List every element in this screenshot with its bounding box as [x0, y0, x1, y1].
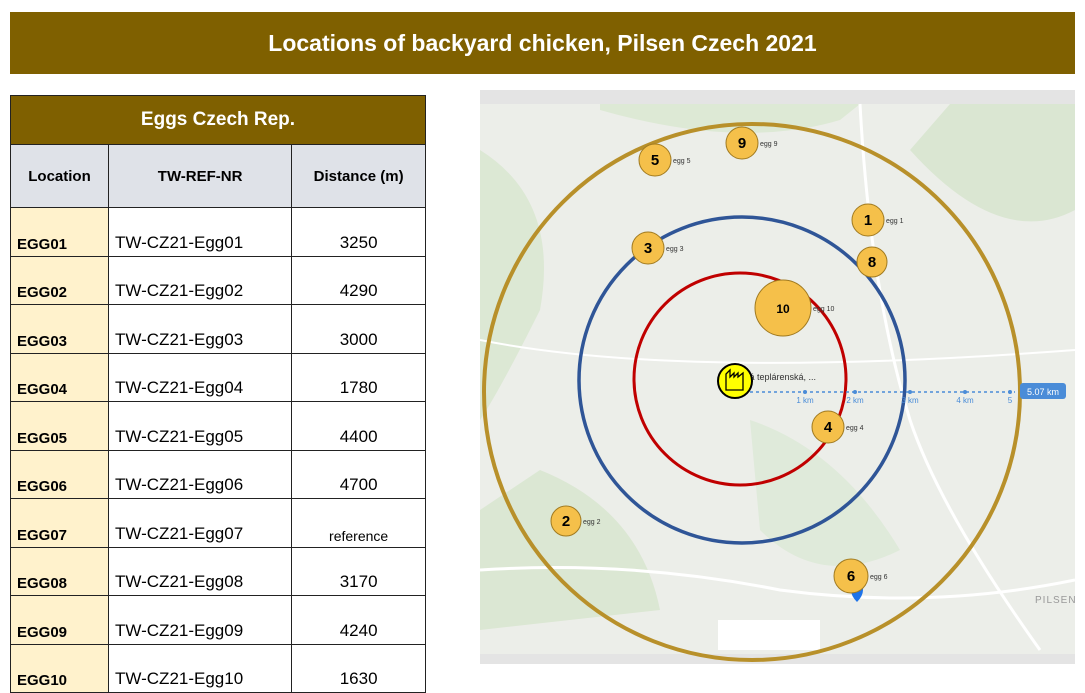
marker-number: 2: [562, 513, 570, 530]
table-cell: EGG01: [11, 208, 109, 257]
title-bar: Locations of backyard chicken, Pilsen Cz…: [10, 12, 1075, 74]
table-cell: EGG02: [11, 256, 109, 305]
marker-label: egg 9: [760, 141, 778, 148]
scale-label: 2 km: [846, 396, 864, 405]
table-cell: 4240: [292, 596, 426, 645]
table-cell: 3170: [292, 547, 426, 596]
scale-label: 3 km: [901, 396, 919, 405]
marker-label: egg 1: [886, 218, 904, 225]
column-header: Distance (m): [292, 145, 426, 208]
table-cell: TW-CZ21-Egg03: [109, 305, 292, 354]
marker-label: egg 10: [813, 306, 835, 313]
table-cell: 1780: [292, 353, 426, 402]
scale-tick: [963, 390, 967, 394]
map-blank-box: [718, 620, 820, 650]
table-cell: TW-CZ21-Egg02: [109, 256, 292, 305]
table-cell: EGG08: [11, 547, 109, 596]
table-cell: TW-CZ21-Egg01: [109, 208, 292, 257]
table-cell: EGG09: [11, 596, 109, 645]
table-cell: EGG05: [11, 402, 109, 451]
marker-number: 4: [824, 419, 833, 436]
column-header: TW-REF-NR: [109, 145, 292, 208]
table-cell: 4700: [292, 450, 426, 499]
marker-label: egg 5: [673, 158, 691, 165]
marker-label: egg 6: [870, 574, 888, 581]
table-cell: 1630: [292, 644, 426, 693]
scale-label: 1 km: [796, 396, 814, 405]
table-cell: TW-CZ21-Egg07: [109, 499, 292, 548]
table-cell: 4290: [292, 256, 426, 305]
table-cell: EGG04: [11, 353, 109, 402]
map-top-strip: [480, 90, 1075, 104]
scale-tick: [908, 390, 912, 394]
table-cell: 3000: [292, 305, 426, 354]
table-cell: EGG03: [11, 305, 109, 354]
table-cell: TW-CZ21-Egg10: [109, 644, 292, 693]
scale-label: 4 km: [956, 396, 974, 405]
title: Locations of backyard chicken, Pilsen Cz…: [268, 30, 816, 57]
marker-number: 9: [738, 135, 746, 152]
page: {"header": {"title": "Locations of backy…: [0, 0, 1085, 664]
marker-label: egg 3: [666, 246, 684, 253]
table-cell: TW-CZ21-Egg05: [109, 402, 292, 451]
table-cell: TW-CZ21-Egg08: [109, 547, 292, 596]
table-cell: TW-CZ21-Egg09: [109, 596, 292, 645]
scale-tick: [1008, 390, 1012, 394]
table-cell: EGG06: [11, 450, 109, 499]
table-cell: reference: [292, 499, 426, 548]
plant-icon: [718, 364, 752, 398]
marker-label: egg 2: [583, 519, 601, 526]
column-header: Location: [11, 145, 109, 208]
table-cell: TW-CZ21-Egg06: [109, 450, 292, 499]
marker-number: 5: [651, 152, 659, 169]
marker-number: 1: [864, 212, 872, 229]
marker-number: 8: [868, 254, 876, 271]
marker-number: 3: [644, 240, 652, 257]
marker-number: 6: [847, 568, 855, 585]
table-caption: Eggs Czech Rep.: [11, 96, 426, 145]
scale-tick: [853, 390, 857, 394]
scale-label: 5: [1008, 396, 1013, 405]
scale-total: 5.07 km: [1027, 387, 1059, 397]
map: 5.07 km Plzeňská teplárenská, ... PILSEN…: [480, 90, 1075, 664]
table-cell: EGG10: [11, 644, 109, 693]
marker-number: 10: [776, 302, 790, 316]
scale-tick: [803, 390, 807, 394]
place-label: PILSEN 1: [1035, 595, 1075, 606]
table-cell: 4400: [292, 402, 426, 451]
table-cell: 3250: [292, 208, 426, 257]
table-cell: TW-CZ21-Egg04: [109, 353, 292, 402]
marker-label: egg 4: [846, 425, 864, 432]
table-cell: EGG07: [11, 499, 109, 548]
